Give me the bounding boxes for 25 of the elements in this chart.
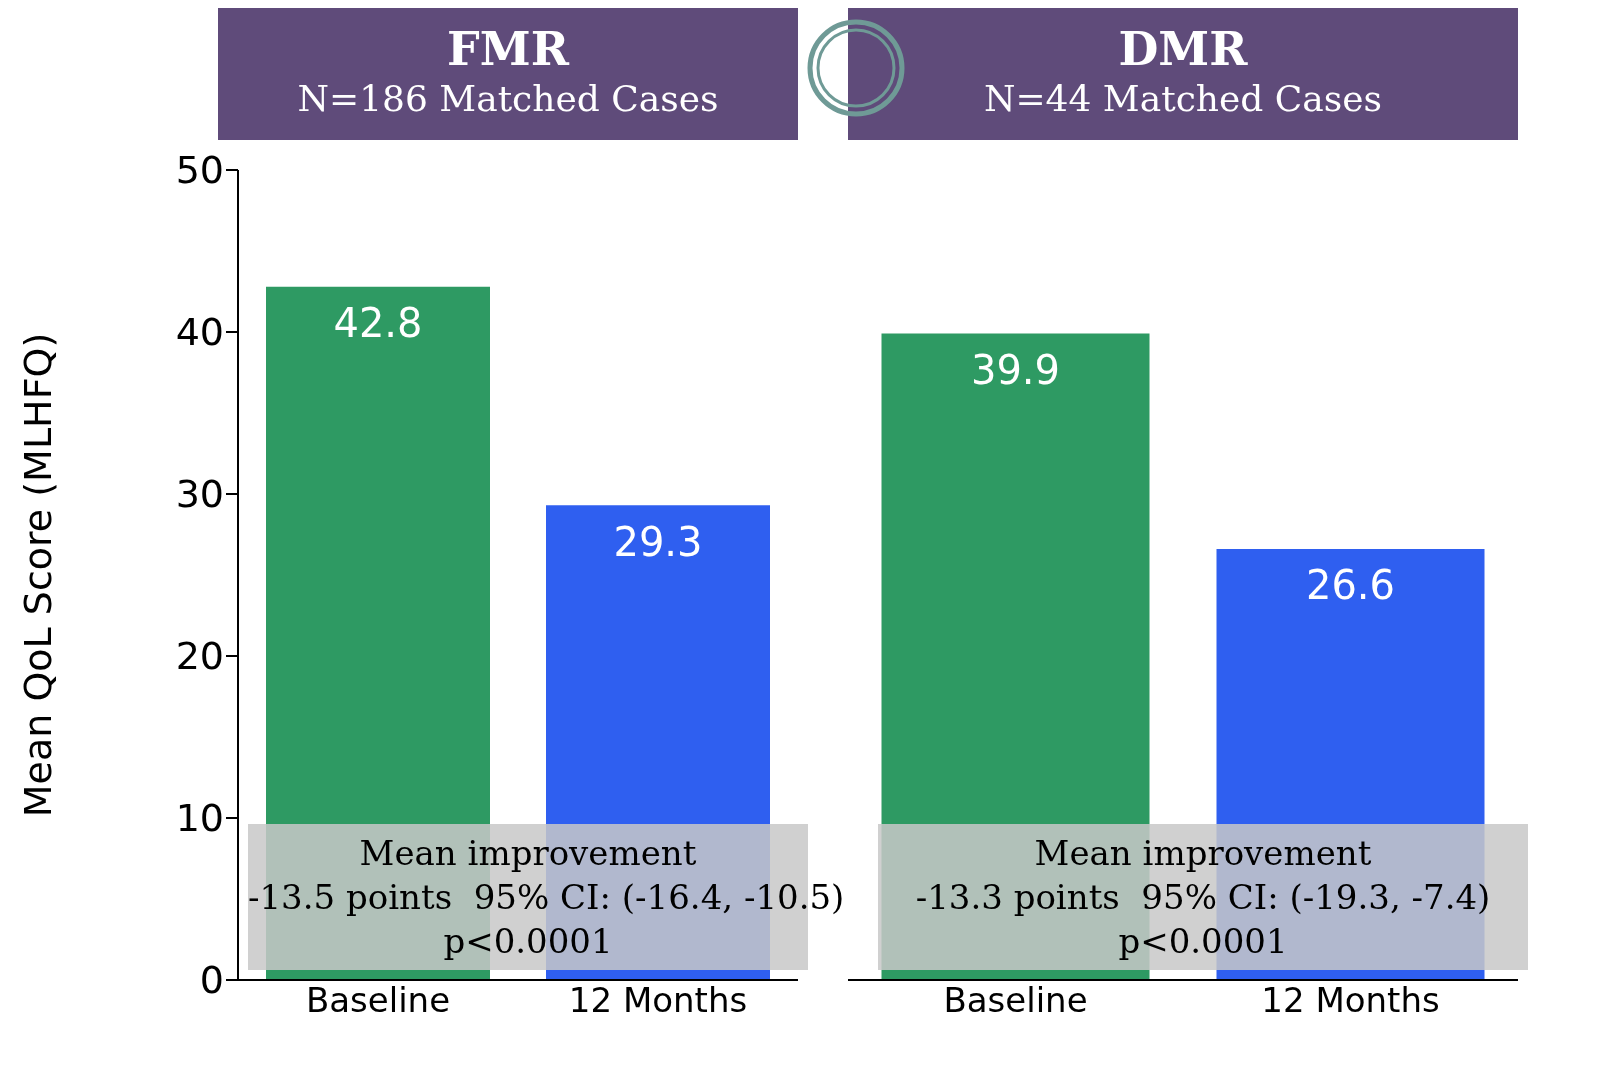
chart-title: DMR [1117, 22, 1249, 76]
chart-subtitle: N=44 Matched Cases [982, 77, 1384, 121]
annotation: p<0.0001 [442, 920, 614, 964]
data-label: 26.6 [1305, 562, 1396, 609]
annotation: Mean improvement [1033, 832, 1373, 876]
y-tick-label: 40 [175, 310, 224, 355]
y-tick-label: 0 [199, 958, 224, 1003]
annotation: Mean improvement [358, 832, 698, 876]
x-tick-label: Baseline [305, 980, 451, 1021]
chart-subtitle: N=186 Matched Cases [296, 77, 720, 121]
y-tick-label: 50 [175, 148, 224, 193]
annotation: p<0.0001 [1117, 920, 1289, 964]
x-tick-label: Baseline [943, 980, 1088, 1021]
y-tick-label: 30 [175, 472, 224, 517]
chart-title: FMR [446, 22, 571, 76]
y-tick-label: 10 [175, 796, 224, 841]
y-tick-label: 20 [175, 634, 224, 679]
y-axis-title: Mean QoL Score (MLHFQ) [16, 332, 61, 818]
annotation: -13.5 points 95% CI: (-16.4, -10.5) [248, 876, 845, 920]
data-label: 29.3 [613, 518, 703, 565]
annotation: -13.3 points 95% CI: (-19.3, -7.4) [914, 876, 1492, 920]
data-label: 39.9 [970, 347, 1061, 394]
data-label: 42.8 [333, 300, 423, 347]
x-tick-label: 12 Months [568, 980, 748, 1021]
x-tick-label: 12 Months [1261, 980, 1440, 1021]
